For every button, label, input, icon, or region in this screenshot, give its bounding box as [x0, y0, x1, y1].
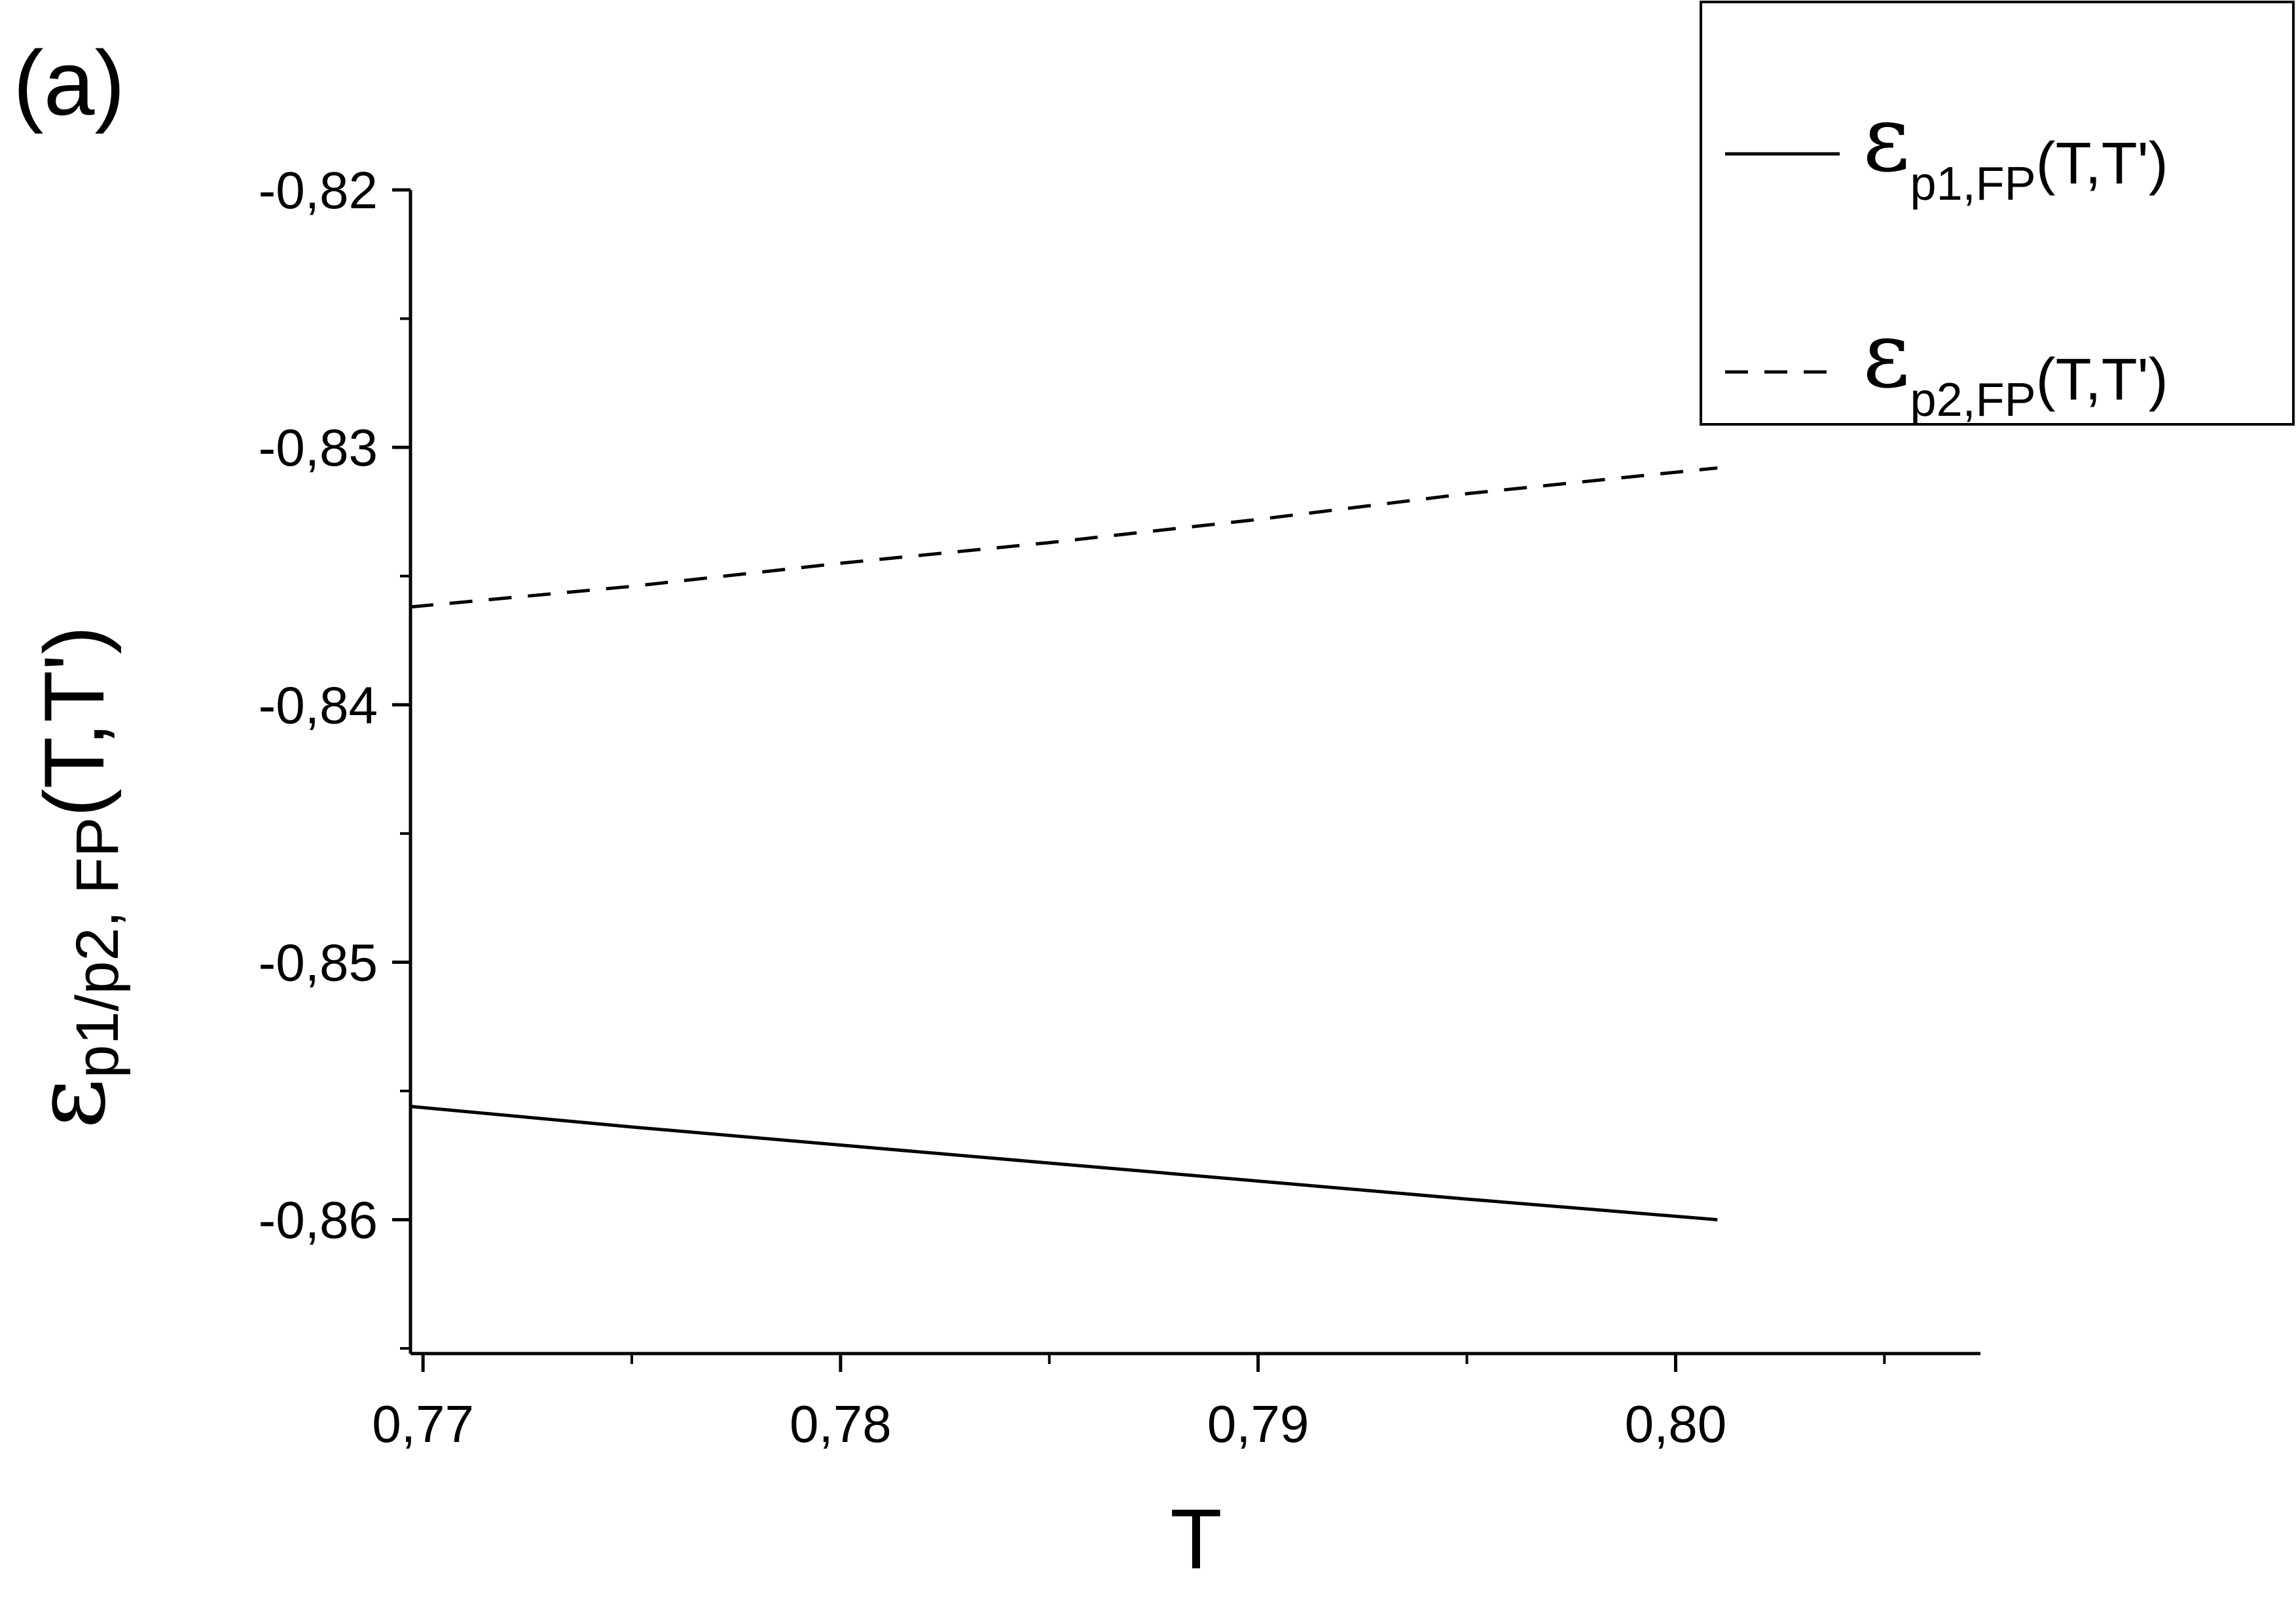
y-tick-label: -0,83 — [259, 418, 378, 477]
y-axis-title: εp1/p2, FP(T,T') — [13, 626, 131, 1130]
y-axis-title-suffix: (T,T') — [26, 626, 122, 817]
plot-area: -0,82-0,83-0,84-0,85-0,86 0,77 0,78 0,79 0,… — [259, 161, 1980, 1453]
x-tick-label: 0,77 — [372, 1395, 474, 1453]
y-tick-label: -0,82 — [259, 161, 378, 219]
legend-entry-1-subscript: p1,FP — [1910, 158, 2036, 210]
y-tick-label: -0,86 — [259, 1191, 378, 1249]
panel-label: (a) — [13, 31, 125, 134]
x-tick-label: 0,79 — [1207, 1395, 1309, 1453]
legend-entry-2-suffix: (T,T') — [2036, 347, 2168, 413]
y-ticks: -0,82 -0,83 -0,84 -0,85 -0,86 — [259, 161, 410, 1350]
legend-entry-2: εp2,FP(T,T') — [1863, 302, 2168, 426]
series-group — [410, 466, 1718, 1222]
legend-entry-1-suffix: (T,T') — [2036, 131, 2168, 196]
x-tick-label: 0,80 — [1625, 1395, 1727, 1453]
legend-box — [1700, 1, 2295, 426]
x-ticks: 0,77 0,78 0,79 0,80 — [372, 1354, 1886, 1453]
series-line-2 — [410, 466, 1718, 609]
svg-text:εp1/p2, FP(T,T'): εp1/p2, FP(T,T') — [13, 626, 131, 1130]
legend-entry-2-symbol: ε — [1863, 302, 1910, 409]
legend: εp1,FP(T,T') εp2,FP(T,T') — [1700, 1, 2295, 426]
y-tick-label: -0,85 — [259, 933, 378, 991]
legend-entry-2-subscript: p2,FP — [1910, 374, 2036, 426]
legend-entry-1-symbol: ε — [1863, 86, 1910, 193]
y-axis-title-symbol: ε — [13, 1079, 127, 1130]
x-tick-label: 0,78 — [790, 1395, 892, 1453]
y-tick-label: -0,84 — [259, 676, 378, 734]
y-axis-title-subscript: p1/p2, FP — [64, 817, 131, 1079]
series-line-1 — [410, 1105, 1718, 1222]
x-axis-title: T — [1170, 1491, 1222, 1587]
legend-entry-1: εp1,FP(T,T') — [1863, 86, 2168, 210]
